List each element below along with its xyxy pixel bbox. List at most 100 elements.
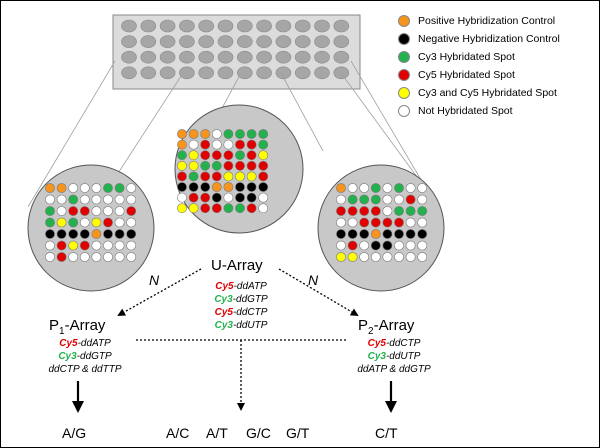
legend-swatch — [398, 69, 410, 81]
array-spot — [45, 206, 55, 216]
array-spot — [177, 139, 187, 150]
slide-spot — [140, 19, 157, 33]
array-spot — [177, 160, 187, 171]
u-array-reagents: Cy5-ddATP Cy3-ddGTP Cy5-ddCTP Cy3-ddUTP — [201, 280, 281, 332]
slide-spot — [275, 19, 292, 33]
array-spot — [56, 194, 67, 205]
slide-spot — [333, 19, 350, 33]
array-spot — [382, 206, 393, 216]
array-spot — [114, 229, 125, 239]
array-spot — [223, 160, 234, 171]
array-spot — [114, 183, 125, 193]
array-spot — [417, 252, 428, 262]
legend-item: Cy3 and Cy5 Hybridated Spot — [398, 84, 560, 102]
legend-item: Cy5 Hybridated Spot — [398, 66, 560, 84]
p2-reagent-3: ddATP & ddGTP — [357, 364, 431, 375]
zoom-line — [112, 72, 184, 182]
array-spot — [68, 183, 79, 193]
legend-item: Negative Hybridization Control — [398, 30, 560, 48]
array-spot — [347, 217, 358, 228]
array-spot — [405, 183, 416, 193]
array-spot — [211, 139, 222, 150]
array-spot — [68, 206, 79, 216]
slide-spot — [198, 50, 214, 64]
array-spot — [56, 240, 67, 251]
array-spot — [405, 206, 416, 216]
array-spot — [359, 194, 370, 205]
array-spot — [347, 252, 358, 262]
array-spot — [126, 206, 137, 216]
array-spot — [91, 206, 102, 216]
array-spot — [382, 194, 393, 205]
array-spot — [200, 192, 211, 203]
array-spot — [359, 183, 370, 193]
array-spot — [394, 252, 404, 262]
slide-spot — [121, 66, 137, 80]
u-reagent-3: Cy5-ddCTP — [214, 307, 268, 318]
slide-spot — [179, 66, 195, 80]
array-spot — [258, 139, 269, 150]
slide-spot — [333, 35, 350, 48]
array-spot — [223, 150, 234, 161]
p2-array-title: P2-Array — [358, 317, 415, 337]
arrow-to-p2 — [278, 268, 359, 317]
array-spot — [347, 240, 358, 251]
p2-reagent-2: Cy3-ddUTP — [367, 351, 421, 362]
slide-spot — [237, 66, 253, 80]
array-spot — [258, 203, 269, 214]
p1-reagent-2: Cy3-ddGTP — [58, 351, 112, 362]
slide-spot — [217, 50, 234, 64]
array-spot — [126, 252, 137, 262]
array-spot — [347, 183, 358, 193]
array-spot — [211, 160, 222, 171]
array-spot — [359, 206, 370, 216]
legend-label: Cy5 Hybridated Spot — [418, 69, 515, 81]
array-spot — [126, 217, 137, 228]
n-label-left: N — [149, 272, 160, 288]
array-spot — [382, 229, 393, 239]
slide-spot — [294, 19, 311, 33]
array-spot — [235, 203, 245, 214]
slide-spot — [217, 35, 234, 48]
array-spot — [246, 192, 257, 203]
slide-spot — [256, 50, 272, 64]
array-spot — [177, 203, 187, 214]
array-spot — [126, 183, 137, 193]
array-spot — [79, 252, 90, 262]
array-spot — [211, 129, 222, 139]
array-spot — [79, 217, 90, 228]
array-spot — [68, 252, 79, 262]
array-spot — [200, 160, 211, 171]
legend-label: Cy3 and Cy5 Hybridated Spot — [418, 87, 557, 99]
p1-array-title: P1-Array — [49, 317, 106, 337]
array-spot — [91, 194, 102, 205]
outcome-middle-4: G/T — [286, 425, 310, 441]
slide-spot — [333, 50, 350, 64]
array-spot — [200, 171, 211, 182]
array-spot — [200, 203, 211, 214]
array-spot — [103, 183, 113, 193]
array-spot — [114, 194, 125, 205]
slide-spot — [237, 50, 253, 64]
slide-spot — [140, 66, 157, 80]
array-spot — [188, 192, 199, 203]
array-spot — [235, 139, 245, 150]
array-spot — [68, 217, 79, 228]
slide-spot — [159, 66, 176, 80]
array-spot — [56, 183, 67, 193]
array-spot — [258, 129, 269, 139]
array-spot — [370, 217, 381, 228]
array-spot — [394, 229, 404, 239]
legend-swatch — [398, 51, 410, 63]
slide-spot — [140, 35, 157, 48]
array-spot — [235, 160, 245, 171]
array-spot — [211, 203, 222, 214]
array-spot — [103, 206, 113, 216]
array-spot — [246, 129, 257, 139]
legend-label: Positive Hybridization Control — [418, 15, 556, 27]
p1-reagent-3: ddCTP & ddTTP — [48, 364, 122, 375]
legend-label: Cy3 Hybridated Spot — [418, 51, 515, 63]
array-spot — [103, 194, 113, 205]
array-spot — [91, 183, 102, 193]
